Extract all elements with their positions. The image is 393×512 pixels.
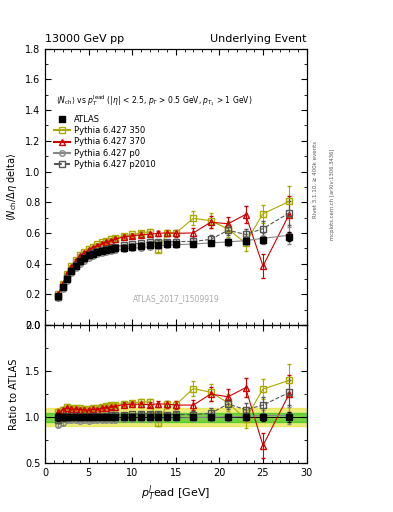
Legend: ATLAS, Pythia 6.427 350, Pythia 6.427 370, Pythia 6.427 p0, Pythia 6.427 p2010: ATLAS, Pythia 6.427 350, Pythia 6.427 37…: [52, 114, 157, 170]
X-axis label: $p_T^l$ead [GeV]: $p_T^l$ead [GeV]: [141, 484, 211, 503]
Text: $\langle N_{\rm ch}\rangle$ vs $p_T^{\rm lead}$ ($|\eta|$ < 2.5, $p_T$ > 0.5 GeV: $\langle N_{\rm ch}\rangle$ vs $p_T^{\rm…: [56, 93, 252, 108]
Y-axis label: Ratio to ATLAS: Ratio to ATLAS: [9, 358, 19, 430]
Text: ATLAS_2017_I1509919: ATLAS_2017_I1509919: [132, 294, 219, 303]
Y-axis label: $\langle N_{\rm ch}/ \Delta\eta\ \mathrm{delta}\rangle$: $\langle N_{\rm ch}/ \Delta\eta\ \mathrm…: [6, 153, 19, 221]
Text: Rivet 3.1.10, ≥ 400k events: Rivet 3.1.10, ≥ 400k events: [312, 141, 318, 218]
Text: 13000 GeV pp: 13000 GeV pp: [45, 33, 124, 44]
Text: Underlying Event: Underlying Event: [210, 33, 307, 44]
Text: mcplots.cern.ch [arXiv:1306.3436]: mcplots.cern.ch [arXiv:1306.3436]: [330, 149, 335, 240]
